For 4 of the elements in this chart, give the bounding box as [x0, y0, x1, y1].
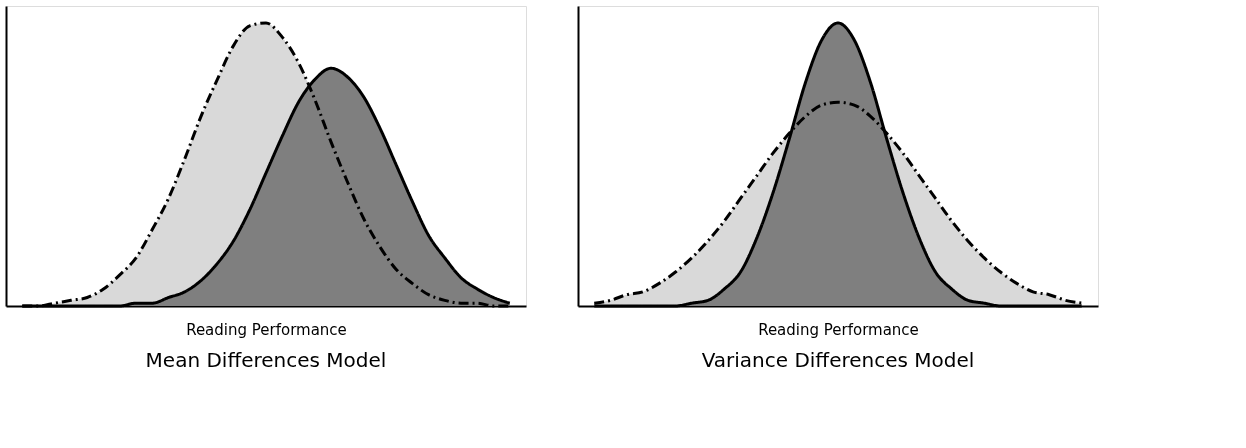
- x-axis-title: Reading Performance: [758, 320, 919, 339]
- x-axis-title: Reading Performance: [186, 320, 347, 339]
- text: Variance Differences Model: [701, 348, 975, 372]
- text: Mean Differences Model: [145, 348, 387, 372]
